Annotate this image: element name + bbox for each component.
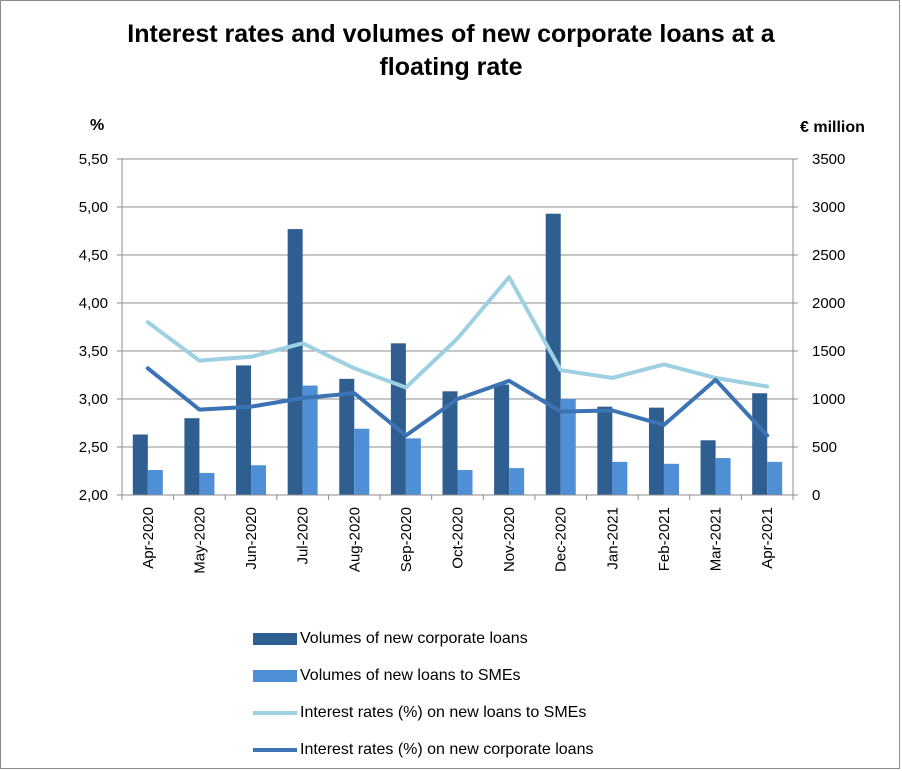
x-tick-label: Aug-2020 — [346, 507, 363, 572]
left-axis-unit: % — [90, 117, 104, 134]
bar-corporate-volume — [597, 406, 613, 495]
bar-corporate-volume — [287, 229, 303, 495]
right-tick-label: 500 — [812, 439, 837, 456]
x-tick-label: Jul-2020 — [295, 507, 312, 565]
bar-sme-volume — [560, 399, 576, 495]
x-tick-label: May-2020 — [191, 507, 208, 574]
legend: Volumes of new corporate loans Volumes o… — [253, 620, 593, 768]
bar-sme-volume — [199, 472, 215, 495]
right-tick-label: 1500 — [812, 343, 845, 360]
bar-corporate-volume — [236, 365, 252, 495]
right-tick-label: 2000 — [812, 295, 845, 312]
x-tick-label: Jan-2021 — [604, 507, 621, 570]
bar-sme-volume — [302, 385, 318, 495]
x-tick-label: Oct-2020 — [450, 507, 467, 569]
bar-sme-volume — [767, 461, 783, 495]
bar-corporate-volume — [442, 391, 458, 495]
legend-swatch-corporate-rates — [253, 747, 297, 752]
legend-swatch-sme-volumes — [253, 669, 297, 682]
chart-title-line-2: floating rate — [379, 53, 523, 81]
bar-sme-volume — [251, 465, 267, 495]
line-sme-rate — [145, 275, 770, 390]
bar-sme-volume — [663, 463, 679, 495]
x-tick-label: Apr-2021 — [759, 507, 776, 569]
bar-sme-volume — [147, 470, 163, 495]
legend-label-corporate-rates: Interest rates (%) on new corporate loan… — [300, 740, 594, 758]
bar-corporate-volume — [494, 384, 510, 495]
left-tick-label: 4,50 — [79, 247, 108, 264]
bar-corporate-volume — [132, 434, 148, 495]
legend-item-corporate-rates: Interest rates (%) on new corporate loan… — [253, 731, 593, 768]
right-tick-label: 2500 — [812, 247, 845, 264]
legend-swatch-corporate-volumes — [253, 632, 297, 645]
legend-item-corporate-volumes: Volumes of new corporate loans — [253, 620, 593, 657]
bar-corporate-volume — [184, 418, 200, 495]
left-tick-label: 5,50 — [79, 151, 108, 168]
chart-title-line-1: Interest rates and volumes of new corpor… — [127, 20, 775, 48]
bar-series — [132, 213, 783, 495]
bar-sme-volume — [509, 468, 525, 495]
bar-sme-volume — [715, 458, 731, 495]
left-tick-label: 3,50 — [79, 343, 108, 360]
left-tick-label: 5,00 — [79, 199, 108, 216]
bar-corporate-volume — [390, 343, 406, 495]
left-tick-label: 2,00 — [79, 487, 108, 504]
left-tick-label: 3,00 — [79, 391, 108, 408]
legend-label-sme-rates: Interest rates (%) on new loans to SMEs — [300, 703, 587, 721]
bar-corporate-volume — [752, 393, 768, 495]
bar-sme-volume — [457, 470, 473, 495]
bar-sme-volume — [405, 438, 421, 495]
x-tick-label: Apr-2020 — [140, 507, 157, 569]
bar-sme-volume — [354, 428, 370, 495]
legend-label-sme-volumes: Volumes of new loans to SMEs — [300, 666, 521, 684]
right-tick-label: 3500 — [812, 151, 845, 168]
bar-corporate-volume — [700, 440, 716, 495]
x-tick-label: Mar-2021 — [708, 507, 725, 571]
bar-sme-volume — [612, 461, 628, 495]
right-axis-unit: € million — [800, 119, 865, 136]
axes — [117, 158, 798, 500]
x-tick-label: Dec-2020 — [553, 507, 570, 572]
x-tick-label: Sep-2020 — [398, 507, 415, 572]
line-corporate-rate — [145, 366, 770, 438]
bar-corporate-volume — [339, 378, 355, 495]
legend-item-sme-volumes: Volumes of new loans to SMEs — [253, 657, 593, 694]
right-tick-label: 3000 — [812, 199, 845, 216]
left-tick-label: 2,50 — [79, 439, 108, 456]
bar-corporate-volume — [648, 407, 664, 495]
x-tick-label: Jun-2020 — [243, 507, 260, 570]
legend-swatch-sme-rates — [253, 710, 297, 715]
x-tick-label: Nov-2020 — [501, 507, 518, 572]
line-series — [145, 275, 770, 438]
x-tick-label: Feb-2021 — [656, 507, 673, 571]
legend-item-sme-rates: Interest rates (%) on new loans to SMEs — [253, 694, 593, 731]
left-tick-label: 4,00 — [79, 295, 108, 312]
chart-title: Interest rates and volumes of new corpor… — [0, 18, 902, 84]
right-tick-label: 0 — [812, 487, 820, 504]
right-tick-label: 1000 — [812, 391, 845, 408]
legend-label-corporate-volumes: Volumes of new corporate loans — [300, 629, 528, 647]
tick-labels: 2,00 2,50 3,00 3,50 4,00 4,50 5,00 5,50 0 500 1000… — [79, 151, 846, 574]
